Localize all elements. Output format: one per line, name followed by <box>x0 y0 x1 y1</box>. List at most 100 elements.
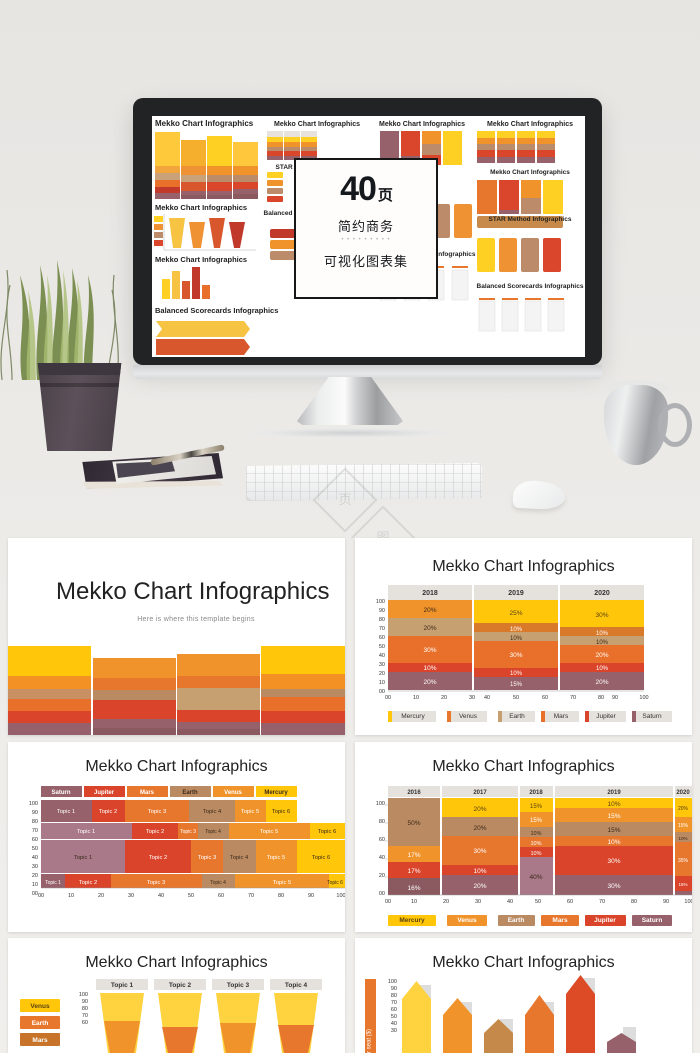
svg-text:Mekko Chart Infographics: Mekko Chart Infographics <box>487 121 573 128</box>
svg-text:50: 50 <box>379 644 385 650</box>
svg-text:20%: 20% <box>595 679 608 686</box>
svg-text:30: 30 <box>379 662 385 668</box>
svg-text:70: 70 <box>379 626 385 632</box>
svg-text:Topic 2: Topic 2 <box>79 880 97 886</box>
svg-text:80: 80 <box>379 617 385 623</box>
svg-text:00: 00 <box>379 891 385 897</box>
svg-text:60: 60 <box>542 695 548 701</box>
svg-text:Topic 1: Topic 1 <box>45 880 61 886</box>
svg-text:70: 70 <box>248 893 254 899</box>
svg-text:90: 90 <box>32 810 38 816</box>
svg-text:Mars: Mars <box>552 917 568 924</box>
svg-text:Topic 1: Topic 1 <box>57 809 75 815</box>
svg-text:10%: 10% <box>530 851 541 857</box>
svg-text:90: 90 <box>612 695 618 701</box>
svg-text:20%: 20% <box>473 825 486 832</box>
svg-text:70: 70 <box>570 695 576 701</box>
svg-text:Saturn: Saturn <box>51 790 70 796</box>
svg-text:35%: 35% <box>678 858 689 864</box>
svg-text:00: 00 <box>385 899 391 905</box>
svg-text:50%: 50% <box>407 820 420 827</box>
svg-text:Topic 4: Topic 4 <box>210 880 226 886</box>
svg-text:10%: 10% <box>510 671 523 677</box>
svg-text:90: 90 <box>379 608 385 614</box>
svg-text:100: 100 <box>79 992 88 998</box>
svg-text:Mars: Mars <box>554 713 569 720</box>
svg-text:30: 30 <box>475 899 481 905</box>
svg-text:40: 40 <box>391 1021 397 1027</box>
svg-text:10%: 10% <box>607 801 620 808</box>
svg-text:Topic 2: Topic 2 <box>169 982 192 989</box>
svg-text:15%: 15% <box>530 804 543 810</box>
svg-text:Topic 6: Topic 6 <box>318 829 336 835</box>
svg-text:10%: 10% <box>678 836 687 841</box>
svg-text:20%: 20% <box>473 806 486 813</box>
svg-text:90: 90 <box>82 999 88 1005</box>
svg-text:2016: 2016 <box>407 790 421 796</box>
svg-text:50: 50 <box>535 899 541 905</box>
svg-text:图: 图 <box>376 530 389 538</box>
svg-text:10%: 10% <box>423 665 436 672</box>
svg-text:30%: 30% <box>473 848 486 855</box>
svg-text:Mekko Chart Infographics: Mekko Chart Infographics <box>155 203 247 212</box>
svg-text:10%: 10% <box>510 627 523 633</box>
svg-text:15%: 15% <box>530 818 543 824</box>
svg-text:Topic 2: Topic 2 <box>146 829 164 835</box>
svg-text:10: 10 <box>379 680 385 686</box>
svg-text:17%: 17% <box>407 868 420 875</box>
svg-text:10: 10 <box>411 899 417 905</box>
svg-text:10: 10 <box>68 893 74 899</box>
svg-text:100: 100 <box>684 899 692 905</box>
svg-text:Mercury: Mercury <box>264 790 288 796</box>
svg-text:20: 20 <box>443 899 449 905</box>
svg-text:20%: 20% <box>423 625 436 632</box>
svg-text:10%: 10% <box>607 839 620 846</box>
svg-text:Topic 4: Topic 4 <box>205 829 221 835</box>
svg-text:00: 00 <box>385 695 391 701</box>
svg-text:Mars: Mars <box>140 790 155 796</box>
svg-text:Topic 2: Topic 2 <box>149 855 167 861</box>
svg-text:2018: 2018 <box>422 590 438 597</box>
svg-text:00: 00 <box>38 893 44 899</box>
svg-text:80: 80 <box>278 893 284 899</box>
svg-text:20%: 20% <box>678 806 689 812</box>
svg-text:15%: 15% <box>607 827 620 834</box>
svg-text:30: 30 <box>391 1028 397 1034</box>
svg-text:Venus: Venus <box>457 917 477 924</box>
svg-text:Topic 3: Topic 3 <box>148 809 166 815</box>
svg-text:Jupiter: Jupiter <box>596 713 616 720</box>
svg-text:15%: 15% <box>678 823 689 829</box>
svg-text:Venus: Venus <box>224 790 242 796</box>
svg-text:10%: 10% <box>596 631 609 637</box>
svg-text:Saturn: Saturn <box>642 917 663 924</box>
svg-text:Jupiter: Jupiter <box>94 790 115 796</box>
svg-text:2020: 2020 <box>594 590 610 597</box>
svg-text:80: 80 <box>631 899 637 905</box>
svg-text:80: 80 <box>391 993 397 999</box>
svg-text:Mekko Chart Infographics: Mekko Chart Infographics <box>155 255 247 264</box>
svg-text:100: 100 <box>376 599 385 605</box>
svg-text:50: 50 <box>188 893 194 899</box>
svg-text:10: 10 <box>32 882 38 888</box>
svg-text:Earth: Earth <box>509 713 525 720</box>
svg-text:10%: 10% <box>596 666 609 672</box>
svg-text:Mercury: Mercury <box>399 917 425 924</box>
svg-text:16%: 16% <box>407 885 420 892</box>
svg-text:Topic 6: Topic 6 <box>312 855 330 861</box>
svg-text:STAR Method Infographics: STAR Method Infographics <box>489 216 572 223</box>
svg-text:Topic 6: Topic 6 <box>272 809 290 815</box>
svg-text:60: 60 <box>567 899 573 905</box>
svg-text:20: 20 <box>441 695 447 701</box>
svg-text:20: 20 <box>98 893 104 899</box>
svg-text:17%: 17% <box>407 852 420 859</box>
svg-text:40: 40 <box>32 855 38 861</box>
svg-text:Topic 3: Topic 3 <box>180 829 196 835</box>
svg-text:15%: 15% <box>510 682 523 688</box>
svg-text:Topic 4: Topic 4 <box>285 982 308 989</box>
svg-text:30: 30 <box>469 695 475 701</box>
svg-text:60: 60 <box>218 893 224 899</box>
svg-text:2019: 2019 <box>607 790 621 796</box>
svg-text:15%: 15% <box>607 813 620 820</box>
svg-text:r seat ($): r seat ($) <box>367 1029 373 1053</box>
svg-text:40: 40 <box>158 893 164 899</box>
